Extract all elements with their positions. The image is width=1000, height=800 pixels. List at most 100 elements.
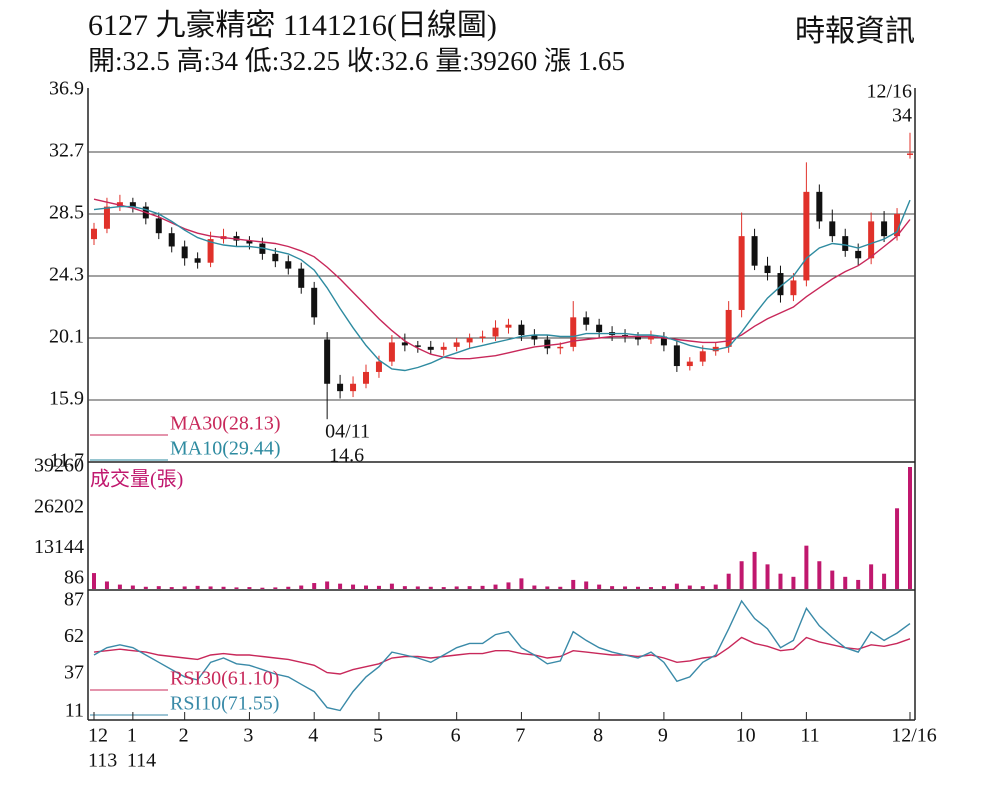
- volume-bar: [623, 586, 628, 589]
- candle-body: [518, 324, 525, 336]
- volume-bar: [493, 584, 498, 589]
- volume-bar: [480, 585, 485, 589]
- candle-body: [324, 339, 331, 384]
- volume-bar: [726, 573, 731, 589]
- candle-body: [531, 335, 538, 340]
- volume-bar: [674, 583, 679, 589]
- candle-body: [647, 336, 654, 340]
- volume-bar: [804, 545, 809, 589]
- candle-body: [557, 346, 564, 349]
- x-tick-label: 12: [88, 725, 108, 747]
- volume-bar: [325, 581, 330, 589]
- candle-body: [350, 383, 357, 392]
- y-tick-label: 32.7: [49, 140, 84, 162]
- candle-body: [375, 361, 382, 372]
- volume-bar: [234, 587, 239, 589]
- y-tick-label: 13144: [34, 536, 84, 558]
- candle-body: [285, 261, 292, 269]
- candle-body: [816, 191, 823, 222]
- candle-body: [829, 221, 836, 237]
- candle-body: [272, 253, 279, 262]
- volume-bar: [143, 586, 148, 589]
- x-tick-label: 5: [373, 725, 383, 747]
- volume-bar: [169, 587, 174, 589]
- candle-body: [233, 236, 240, 241]
- y-tick-label: 36.9: [49, 78, 84, 100]
- volume-bar: [104, 581, 109, 589]
- candle-body: [544, 339, 551, 349]
- volume-bar: [739, 561, 744, 589]
- candle-body: [855, 250, 862, 259]
- volume-bar: [312, 583, 317, 589]
- y-tick-label: 11.7: [50, 450, 84, 472]
- candle-body: [751, 236, 758, 266]
- volume-bar: [376, 585, 381, 589]
- y-tick-label: 87: [64, 589, 84, 611]
- candle-body: [492, 327, 499, 337]
- volume-bar: [428, 586, 433, 589]
- volume-bar: [286, 586, 291, 589]
- y-tick-label: 26202: [34, 495, 84, 517]
- volume-bar: [338, 583, 343, 589]
- candle-body: [479, 336, 486, 338]
- candle-body: [440, 346, 447, 350]
- candle-body: [194, 258, 201, 263]
- x-tick-label: 11: [800, 725, 819, 747]
- volume-bar: [92, 573, 96, 589]
- y-tick-label: 15.9: [49, 388, 84, 410]
- candle-body: [725, 309, 732, 347]
- volume-bar: [558, 586, 563, 589]
- candle-body: [337, 383, 344, 392]
- panel-label: 成交量(張): [90, 468, 183, 491]
- annotation-date: 04/11: [325, 421, 370, 443]
- x-tick-label: 9: [658, 725, 668, 747]
- volume-bar: [830, 570, 835, 589]
- volume-bar: [661, 586, 666, 589]
- candle-body: [868, 221, 875, 259]
- volume-bar: [467, 586, 472, 589]
- volume-bar: [130, 585, 135, 589]
- volume-bar: [260, 587, 265, 589]
- volume-bar: [687, 585, 692, 589]
- volume-bar: [247, 587, 252, 589]
- volume-bar: [532, 585, 537, 589]
- volume-bar: [117, 584, 122, 589]
- line: [93, 199, 911, 372]
- candle-body: [881, 221, 888, 237]
- y-tick-label: 11: [65, 700, 84, 722]
- x-tick-label: 2: [179, 725, 189, 747]
- candle-body: [570, 317, 577, 347]
- annotation-value: 14.6: [329, 445, 364, 467]
- candle-body: [738, 236, 745, 310]
- legend-label: MA30(28.13): [170, 413, 281, 435]
- y-tick-label: 24.3: [49, 264, 84, 286]
- volume-bar: [389, 583, 394, 589]
- title: 6127 九豪精密 1141216(日線圖): [88, 9, 497, 42]
- candle-body: [427, 346, 434, 350]
- x-tick-label: 7: [515, 725, 525, 747]
- volume-bar: [364, 585, 368, 589]
- candle-body: [583, 317, 590, 325]
- volume-bar: [908, 467, 912, 589]
- volume-bar: [545, 586, 550, 589]
- candle-body: [363, 371, 369, 384]
- candle-body: [660, 336, 667, 346]
- candle-body: [298, 268, 305, 288]
- volume-bar: [713, 584, 718, 589]
- candle-body: [453, 342, 460, 347]
- volume-bar: [882, 573, 887, 589]
- x-tick-label: 4: [308, 725, 318, 747]
- y-tick-label: 86: [64, 567, 84, 589]
- x-tick-label: 8: [593, 725, 603, 747]
- y-tick-label: 39260: [34, 455, 84, 477]
- volume-bar: [648, 587, 653, 589]
- candle-body: [207, 239, 214, 263]
- legend-label: RSI30(61.10): [170, 668, 279, 690]
- volume-bar: [610, 586, 615, 589]
- year-label: 114: [127, 750, 156, 772]
- volume-bar: [700, 586, 705, 589]
- y-tick-label: 20.1: [49, 326, 84, 348]
- year-label: 113: [88, 750, 117, 772]
- legend-label: MA10(29.44): [170, 438, 281, 460]
- volume-bar: [273, 587, 278, 589]
